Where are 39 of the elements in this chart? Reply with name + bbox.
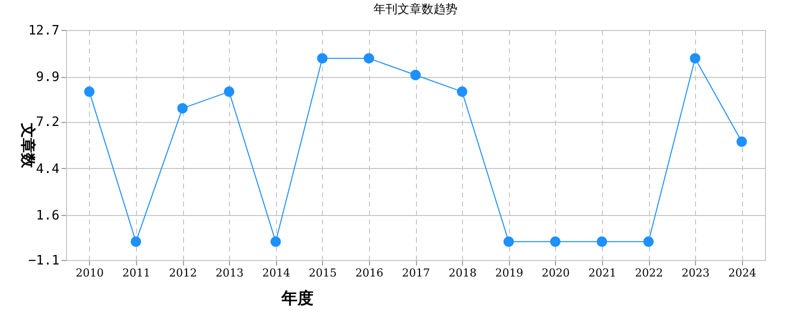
point [317,53,328,64]
x-tick-label: 2019 [495,266,524,280]
x-tick-label: 2020 [542,266,570,280]
y-tick-label: 1.6 [36,208,60,224]
x-tick-label: 2014 [262,266,290,280]
point [690,53,700,64]
point [364,53,374,64]
x-tick-label: 2010 [76,266,104,280]
point [596,236,608,247]
point [410,70,421,80]
y-tick-label: −1.1 [28,254,60,268]
x-axis-title: 年度 [280,288,314,308]
point [736,136,747,147]
x-tick-label: 2018 [448,266,477,280]
x-tick-label: 2016 [355,266,384,280]
x-tick-label: 2015 [308,266,337,280]
point [550,236,561,247]
y-tick-label: 12.7 [28,24,60,38]
x-tick-label: 2013 [216,266,244,280]
point [456,86,468,97]
x-tick-label: 2024 [728,266,756,280]
x-tick-label: 2021 [588,266,616,280]
point [503,236,514,247]
x-tick-label: 2017 [402,266,430,280]
y-tick-label: 4.4 [36,162,60,177]
point [224,86,234,97]
point [84,86,95,97]
x-tick-label: 2022 [635,266,663,280]
y-axis-title: 文章数 [19,122,38,169]
point [270,236,281,247]
y-tick-label: 9.9 [36,70,60,86]
chart-title: 年刊文章数趋势 [374,2,458,16]
point [177,103,188,114]
x-tick-label: 2012 [169,266,197,280]
y-tick-label: 7.2 [36,115,60,130]
x-tick-label: 2011 [122,266,150,280]
x-tick-label: 2023 [682,266,710,280]
point [130,236,142,247]
point [643,236,654,247]
